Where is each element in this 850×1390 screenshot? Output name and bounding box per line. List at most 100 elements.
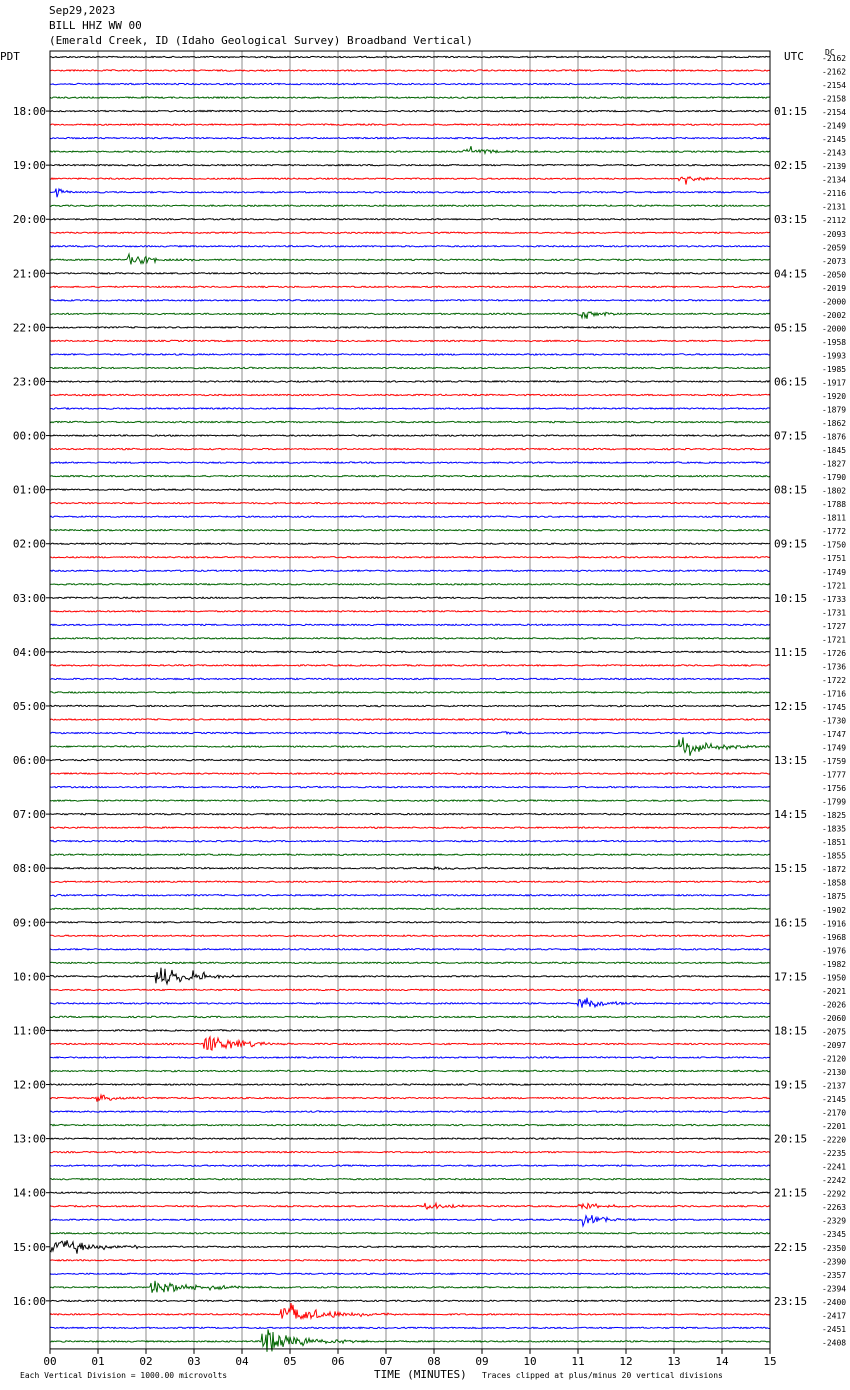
dc-offset-label: -1872 [822, 865, 846, 874]
dc-offset-label: -2130 [822, 1068, 846, 1077]
dc-offset-label: -1879 [822, 406, 846, 415]
trace-row [49, 163, 771, 167]
dc-offset-label: -2000 [822, 297, 846, 306]
right-hour-label: 10:15 [774, 592, 807, 605]
dc-offset-label: -1916 [822, 919, 846, 928]
trace-row [49, 55, 771, 59]
dc-offset-label: -2235 [822, 1149, 846, 1158]
dc-offset-label: -1917 [822, 379, 846, 388]
dc-offset-label: -2093 [822, 230, 846, 239]
dc-offset-label: -1920 [822, 392, 846, 401]
x-tick-label: 07 [379, 1355, 392, 1368]
dc-offset-label: -1858 [822, 879, 846, 888]
dc-offset-label: -2131 [822, 203, 846, 212]
x-tick-label: 13 [667, 1355, 680, 1368]
left-hour-label: 11:00 [13, 1024, 46, 1037]
left-hour-label: 08:00 [13, 862, 46, 875]
trace-row [49, 204, 771, 208]
dc-offset-label: -2021 [822, 987, 846, 996]
trace-row [50, 217, 771, 221]
dc-offset-label: -1745 [822, 703, 846, 712]
dc-offset-label: -2292 [822, 1190, 846, 1199]
left-hour-label: 21:00 [13, 267, 46, 280]
right-hour-label: 20:15 [774, 1133, 807, 1146]
x-tick-label: 09 [475, 1355, 488, 1368]
dc-offset-label: -2408 [822, 1338, 846, 1347]
dc-offset-label: -1730 [822, 717, 846, 726]
left-hour-label: 04:00 [13, 646, 46, 659]
right-hour-label: 08:15 [774, 484, 807, 497]
dc-offset-label: -2242 [822, 1176, 846, 1185]
dc-offset-label: -2112 [822, 216, 846, 225]
x-tick-label: 12 [619, 1355, 632, 1368]
trace-row [49, 69, 771, 72]
axis-labels: -2162 -2162 -2154 -2158 -2154 -2149 -2145 -2143… [13, 54, 846, 1368]
trace-row [49, 717, 771, 721]
trace-row [49, 1240, 771, 1254]
right-hour-label: 03:15 [774, 213, 807, 226]
trace-row [49, 839, 771, 843]
dc-offset-label: -2019 [822, 284, 846, 293]
left-hour-label: 15:00 [13, 1241, 46, 1254]
dc-header-label: DC [825, 48, 835, 57]
trace-row [49, 704, 771, 708]
trace-row [49, 758, 771, 762]
trace-row [49, 555, 771, 559]
trace-row [49, 1201, 771, 1211]
right-hour-label: 01:15 [774, 105, 807, 118]
dc-offset-label: -1976 [822, 946, 846, 955]
dc-offset-label: -1993 [822, 351, 846, 360]
dc-offset-label: -2345 [822, 1230, 846, 1239]
trace-row [49, 434, 771, 438]
trace-row [50, 1191, 771, 1195]
dc-offset-label: -2026 [822, 1000, 846, 1009]
seismogram-traces [49, 55, 771, 1352]
dc-offset-label: -1716 [822, 689, 846, 698]
trace-row [49, 339, 771, 343]
dc-offset-label: -1721 [822, 581, 846, 590]
dc-offset-label: -2145 [822, 1095, 846, 1104]
left-hour-label: 06:00 [13, 754, 46, 767]
right-hour-label: 05:15 [774, 321, 807, 334]
left-hour-label: 13:00 [13, 1133, 46, 1146]
dc-offset-label: -2154 [822, 81, 846, 90]
left-hour-label: 00:00 [13, 430, 46, 443]
right-hour-label: 21:15 [774, 1187, 807, 1200]
trace-row [49, 311, 771, 320]
dc-offset-label: -1811 [822, 514, 846, 523]
trace-row [49, 1015, 771, 1019]
dc-offset-label: -2050 [822, 270, 846, 279]
dc-offset-label: -2097 [822, 1041, 846, 1050]
trace-row [49, 1231, 771, 1235]
dc-offset-label: -2451 [822, 1325, 846, 1334]
left-hour-label: 12:00 [13, 1079, 46, 1092]
right-hour-label: 06:15 [774, 376, 807, 389]
dc-offset-label: -1727 [822, 622, 846, 631]
dc-offset-label: -2201 [822, 1122, 846, 1131]
dc-offset-label: -1825 [822, 811, 846, 820]
dc-offset-label: -1790 [822, 473, 846, 482]
dc-offset-label: -2134 [822, 176, 846, 185]
dc-offset-label: -1733 [822, 595, 846, 604]
trace-row [49, 893, 771, 898]
trace-row [49, 1280, 770, 1293]
dc-offset-label: -1759 [822, 757, 846, 766]
trace-row [50, 737, 771, 756]
dc-offset-label: -2002 [822, 311, 846, 320]
dc-offset-label: -2220 [822, 1136, 846, 1145]
trace-row [49, 1299, 771, 1303]
trace-row [49, 1164, 771, 1168]
left-hour-label: 14:00 [13, 1187, 46, 1200]
x-tick-label: 02 [139, 1355, 152, 1368]
trace-row [49, 663, 771, 667]
trace-row [49, 1123, 771, 1127]
trace-row [49, 123, 771, 127]
trace-row [49, 393, 771, 397]
dc-offset-label: -1722 [822, 676, 846, 685]
trace-row [49, 420, 771, 424]
x-tick-label: 15 [763, 1355, 776, 1368]
dc-offset-label: -1862 [822, 419, 846, 428]
right-hour-label: 11:15 [774, 646, 807, 659]
dc-offset-label: -2000 [822, 324, 846, 333]
dc-offset-label: -2075 [822, 1027, 846, 1036]
